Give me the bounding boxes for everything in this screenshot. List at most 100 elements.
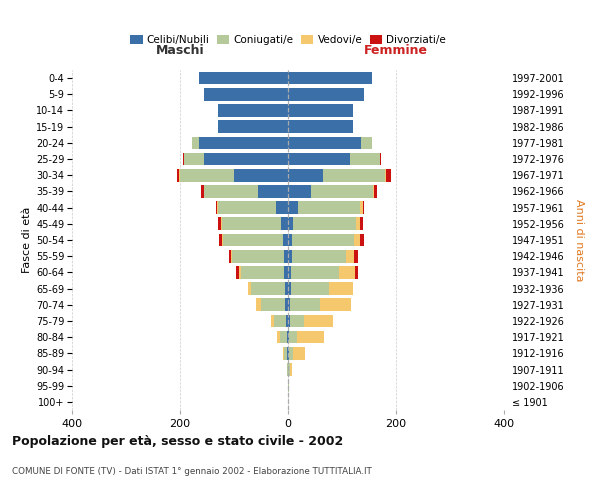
Bar: [361, 136, 372, 149]
Bar: [288, 72, 372, 85]
Bar: [288, 282, 290, 295]
Bar: [232, 250, 284, 262]
Bar: [259, 185, 288, 198]
Bar: [288, 218, 293, 230]
Bar: [193, 136, 199, 149]
Bar: [239, 266, 241, 278]
Bar: [284, 347, 287, 360]
Bar: [339, 266, 355, 278]
Bar: [290, 363, 292, 376]
Bar: [355, 218, 360, 230]
Bar: [288, 363, 290, 376]
Bar: [234, 169, 288, 181]
Bar: [290, 298, 320, 311]
Bar: [288, 250, 292, 262]
Bar: [236, 266, 239, 278]
Bar: [360, 218, 362, 230]
Bar: [199, 72, 288, 85]
Bar: [290, 282, 329, 295]
Bar: [222, 234, 223, 246]
Bar: [280, 331, 287, 344]
Bar: [380, 152, 382, 166]
Bar: [276, 202, 288, 214]
Bar: [293, 218, 355, 230]
Bar: [219, 234, 222, 246]
Bar: [251, 282, 285, 295]
Bar: [355, 234, 360, 246]
Text: Femmine: Femmine: [364, 44, 428, 57]
Bar: [229, 250, 232, 262]
Bar: [373, 185, 374, 198]
Bar: [287, 331, 288, 344]
Bar: [216, 202, 217, 214]
Y-axis label: Fasce di età: Fasce di età: [22, 207, 32, 273]
Bar: [182, 152, 184, 166]
Bar: [288, 331, 289, 344]
Bar: [200, 185, 204, 198]
Text: Maschi: Maschi: [155, 44, 205, 57]
Bar: [320, 298, 351, 311]
Bar: [291, 266, 339, 278]
Bar: [362, 202, 364, 214]
Bar: [180, 169, 234, 181]
Bar: [346, 250, 354, 262]
Bar: [241, 266, 284, 278]
Bar: [199, 136, 288, 149]
Bar: [298, 202, 360, 214]
Bar: [288, 298, 290, 311]
Bar: [360, 234, 364, 246]
Bar: [284, 266, 288, 278]
Text: COMUNE DI FONTE (TV) - Dati ISTAT 1° gennaio 2002 - Elaborazione TUTTITALIA.IT: COMUNE DI FONTE (TV) - Dati ISTAT 1° gen…: [12, 468, 372, 476]
Bar: [286, 314, 288, 328]
Bar: [290, 314, 304, 328]
Bar: [281, 218, 288, 230]
Bar: [288, 185, 311, 198]
Bar: [289, 331, 297, 344]
Bar: [288, 266, 291, 278]
Bar: [288, 234, 292, 246]
Bar: [184, 152, 204, 166]
Bar: [288, 152, 350, 166]
Bar: [261, 298, 286, 311]
Bar: [288, 202, 298, 214]
Bar: [204, 88, 288, 101]
Bar: [288, 88, 364, 101]
Bar: [218, 120, 288, 133]
Bar: [355, 266, 358, 278]
Bar: [288, 104, 353, 117]
Bar: [288, 120, 353, 133]
Y-axis label: Anni di nascita: Anni di nascita: [574, 198, 584, 281]
Bar: [274, 314, 286, 328]
Bar: [271, 314, 274, 328]
Bar: [292, 234, 355, 246]
Bar: [293, 347, 305, 360]
Bar: [204, 185, 259, 198]
Bar: [283, 347, 284, 360]
Bar: [286, 298, 288, 311]
Bar: [304, 314, 334, 328]
Bar: [223, 234, 283, 246]
Bar: [204, 152, 288, 166]
Bar: [248, 282, 251, 295]
Bar: [177, 169, 179, 181]
Bar: [329, 282, 353, 295]
Bar: [256, 298, 261, 311]
Bar: [350, 152, 380, 166]
Bar: [354, 250, 358, 262]
Text: Popolazione per età, sesso e stato civile - 2002: Popolazione per età, sesso e stato civil…: [12, 435, 343, 448]
Bar: [385, 169, 386, 181]
Bar: [288, 136, 361, 149]
Bar: [277, 331, 280, 344]
Bar: [285, 282, 288, 295]
Bar: [221, 218, 281, 230]
Bar: [284, 250, 288, 262]
Bar: [386, 169, 391, 181]
Bar: [374, 185, 377, 198]
Bar: [360, 202, 362, 214]
Bar: [218, 104, 288, 117]
Bar: [289, 347, 293, 360]
Bar: [311, 185, 373, 198]
Bar: [292, 250, 346, 262]
Bar: [297, 331, 324, 344]
Legend: Celibi/Nubili, Coniugati/e, Vedovi/e, Divorziati/e: Celibi/Nubili, Coniugati/e, Vedovi/e, Di…: [126, 31, 450, 50]
